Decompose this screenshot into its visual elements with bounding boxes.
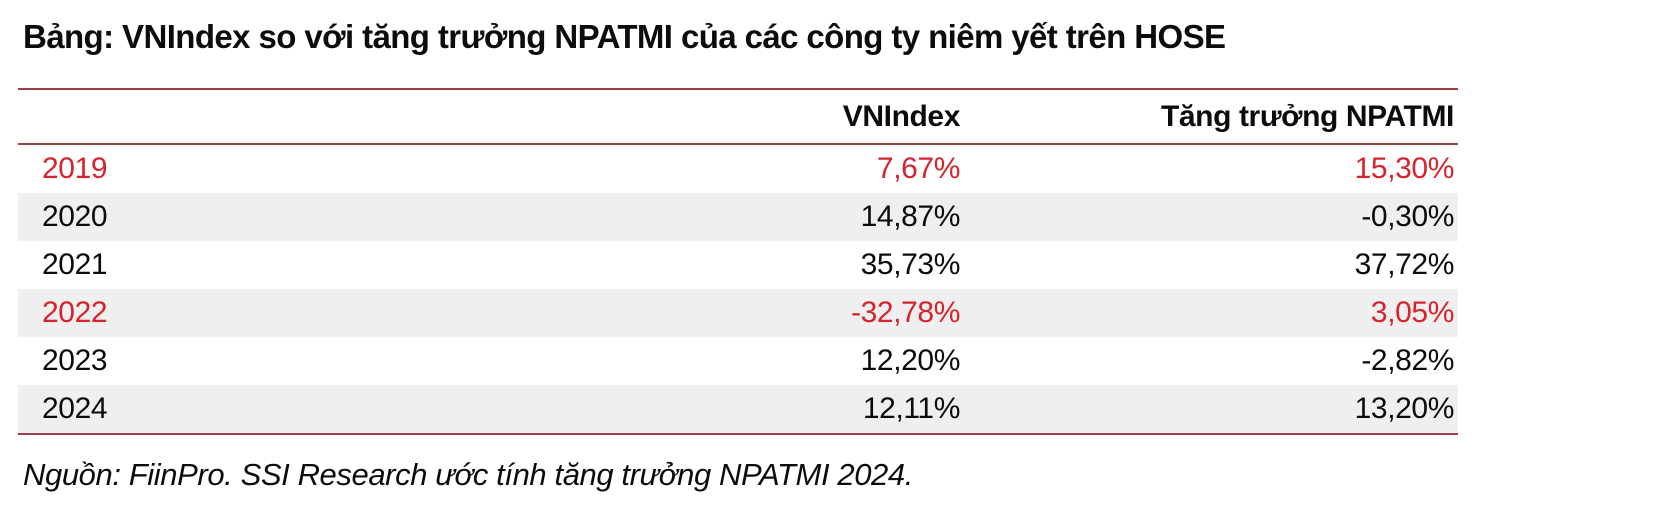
table-row: 2022 -32,78% 3,05% [18,289,1458,337]
row-year: 2023 [42,344,108,377]
row-npatmi-value: -0,30% [1361,200,1454,233]
data-table: VNIndex Tăng trưởng NPATMI 2019 7,67% 15… [18,88,1458,435]
source-note: Nguồn: FiinPro. SSI Research ước tính tă… [23,457,913,492]
row-vnindex-value: 12,20% [860,344,961,377]
table-row: 2019 7,67% 15,30% [18,145,1458,193]
table-row: 2020 14,87% -0,30% [18,193,1458,241]
row-vnindex-value: 7,67% [876,152,960,185]
header-cell-vnindex: VNIndex [842,99,961,133]
table-row: 2023 12,20% -2,82% [18,337,1458,385]
row-npatmi-value: 3,05% [1370,296,1454,329]
row-npatmi-value: 13,20% [1354,392,1455,425]
row-npatmi-value: 37,72% [1354,248,1455,281]
table-row: 2024 12,11% 13,20% [18,385,1458,433]
table-body: 2019 7,67% 15,30% 2020 14,87% -0,30% 202… [18,145,1458,433]
row-year: 2019 [42,152,108,185]
row-vnindex-value: -32,78% [851,296,960,329]
row-npatmi-value: -2,82% [1361,344,1454,377]
row-year: 2020 [42,200,108,233]
row-vnindex-value: 12,11% [862,392,961,425]
page-title: Bảng: VNIndex so với tăng trưởng NPATMI … [23,18,1226,55]
row-vnindex-value: 14,87% [860,200,961,233]
row-year: 2022 [42,296,108,329]
table-row: 2021 35,73% 37,72% [18,241,1458,289]
header-cell-npatmi: Tăng trưởng NPATMI [1160,99,1454,133]
row-year: 2024 [42,392,108,425]
table-header-row: VNIndex Tăng trưởng NPATMI [18,90,1458,145]
row-npatmi-value: 15,30% [1354,152,1455,185]
row-year: 2021 [42,248,108,281]
row-vnindex-value: 35,73% [860,248,961,281]
